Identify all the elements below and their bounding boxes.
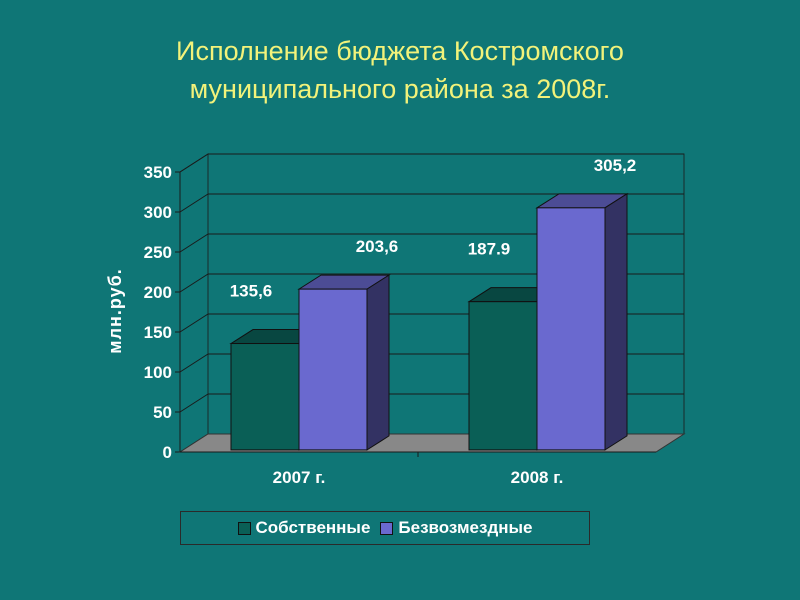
gridline-side: [179, 233, 209, 253]
bar-side: [366, 274, 390, 451]
bar: [298, 288, 368, 451]
y-axis-label: млн.руб.: [105, 268, 125, 354]
chart-legend: Собственные Безвозмездные: [180, 511, 590, 545]
bar-side: [604, 192, 628, 451]
bar: [230, 343, 300, 451]
x-tick-label: 2008 г.: [511, 468, 564, 487]
y-tick-label: 300: [144, 203, 172, 222]
slide-title: Исполнение бюджета Костромского муниципа…: [0, 32, 800, 108]
gridline-side: [179, 313, 209, 333]
y-tick-label: 50: [153, 403, 172, 422]
gridline-side: [179, 393, 209, 413]
gridline-side: [179, 193, 209, 213]
plot-side-wall: [179, 153, 209, 453]
y-tick-label: 150: [144, 323, 172, 342]
y-tick-label: 0: [163, 443, 172, 462]
data-label: 305,2: [594, 156, 637, 175]
legend-item: Безвозмездные: [380, 518, 532, 538]
title-line-1: Исполнение бюджета Костромского: [176, 36, 624, 66]
gridline-side: [179, 353, 209, 373]
y-tick-label: 350: [144, 163, 172, 182]
gridline-side: [179, 273, 209, 293]
gridline-side: [179, 153, 209, 173]
x-tick-label: 2007 г.: [273, 468, 326, 487]
y-tick-label: 100: [144, 363, 172, 382]
data-label: 187.9: [468, 240, 511, 259]
legend-swatch: [237, 521, 251, 535]
bar: [468, 301, 538, 451]
y-tick-label: 200: [144, 283, 172, 302]
title-line-2: муниципального района за 2008г.: [189, 74, 611, 104]
legend-label: Собственные: [255, 518, 371, 537]
data-label: 203,6: [356, 237, 399, 256]
data-label: 135,6: [230, 282, 273, 301]
y-tick-label: 250: [144, 243, 172, 262]
bar: [536, 207, 606, 451]
legend-swatch: [380, 521, 394, 535]
legend-item: Собственные: [237, 518, 371, 538]
legend-label: Безвозмездные: [398, 518, 533, 537]
